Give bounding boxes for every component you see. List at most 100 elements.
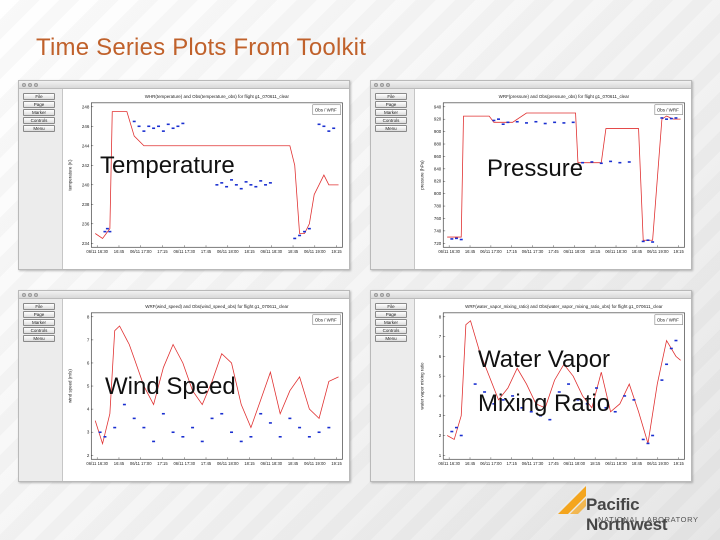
logo-line2: NATIONAL LABORATORY: [598, 515, 699, 524]
y-tick-label: 8: [439, 314, 442, 319]
minimize-window-icon[interactable]: [380, 83, 384, 87]
y-tick-label: 4: [439, 393, 442, 398]
sidebar-button-marker[interactable]: Marker: [23, 109, 55, 116]
minimize-window-icon[interactable]: [28, 293, 32, 297]
obs-data-point: [669, 117, 673, 120]
sidebar-button-marker[interactable]: Marker: [23, 319, 55, 326]
obs-data-point: [230, 179, 234, 181]
pressure-chart: WRF(pressure) and Obs(pressure_obs) for …: [419, 94, 685, 254]
x-tick-label: 06/11 18:00: [217, 461, 239, 466]
sidebar-button-file[interactable]: File: [375, 93, 407, 100]
x-tick-label: 06/11 19:00: [304, 461, 326, 466]
obs-data-point: [161, 412, 165, 415]
y-tick-label: 760: [434, 216, 442, 221]
y-tick-label: 2: [439, 433, 442, 438]
x-tick-label: 16:45: [465, 249, 476, 254]
temperature-window[interactable]: File Page Marker Controls Menu WHR(temperatur…: [18, 80, 350, 270]
obs-data-point: [604, 407, 608, 409]
obs-data-point: [105, 227, 109, 230]
wrf-series-line: [95, 111, 339, 239]
zoom-window-icon[interactable]: [386, 83, 390, 87]
window-titlebar[interactable]: [371, 291, 691, 299]
pressure-window[interactable]: File Page Marker Controls Menu WRF(pressure) …: [370, 80, 692, 270]
plot-frame: [442, 312, 685, 460]
obs-data-point: [455, 237, 458, 240]
obs-data-point: [501, 399, 505, 401]
y-tick-label: 820: [434, 179, 442, 184]
plot-frame: [90, 102, 343, 248]
sidebar-button-file[interactable]: File: [23, 303, 55, 310]
wind-window[interactable]: File Page Marker Controls Menu WRF(wind_speed…: [18, 290, 350, 482]
sidebar-button-file[interactable]: File: [375, 303, 407, 310]
sidebar-button-controls[interactable]: Controls: [23, 117, 55, 124]
window-titlebar[interactable]: [19, 81, 349, 89]
obs-data-point: [483, 391, 487, 393]
obs-data-point: [651, 241, 655, 243]
zoom-window-icon[interactable]: [386, 293, 390, 297]
close-window-icon[interactable]: [374, 83, 378, 87]
window-titlebar[interactable]: [19, 291, 349, 299]
minimize-window-icon[interactable]: [380, 293, 384, 297]
zoom-window-icon[interactable]: [34, 83, 38, 87]
wrf-series-line: [447, 112, 681, 241]
sidebar-button-page[interactable]: Page: [375, 311, 407, 318]
sidebar-button-page[interactable]: Page: [23, 311, 55, 318]
obs-data-point: [515, 120, 519, 123]
wind-overlay-label: Wind Speed: [105, 373, 236, 400]
obs-data-point: [307, 435, 311, 438]
temperature-plot: WHR(temperature) and Obs(temperature_obs…: [65, 89, 349, 269]
close-window-icon[interactable]: [22, 293, 26, 297]
wrf-series-line: [446, 320, 681, 444]
sidebar-button-controls[interactable]: Controls: [375, 327, 407, 334]
obs-data-point: [665, 363, 669, 366]
obs-data-point: [632, 399, 636, 401]
minimize-window-icon[interactable]: [28, 83, 32, 87]
obs-data-point: [264, 184, 268, 186]
obs-data-point: [613, 410, 617, 413]
obs-data-point: [171, 431, 175, 434]
x-tick-label: 19:15: [331, 249, 342, 254]
sidebar-buttons: File Page Marker Controls Menu: [19, 89, 62, 136]
zoom-window-icon[interactable]: [34, 293, 38, 297]
sidebar-button-menu[interactable]: Menu: [23, 335, 55, 342]
obs-data-point: [627, 161, 631, 163]
sidebar-buttons: File Page Marker Controls Menu: [371, 299, 414, 346]
y-tick-label: 7: [87, 337, 90, 342]
x-tick-label: 18:45: [288, 249, 299, 254]
obs-data-point: [674, 117, 678, 119]
obs-data-point: [492, 403, 496, 405]
obs-data-point: [641, 240, 645, 243]
plot-frame: [90, 312, 343, 460]
x-tick-label: 17:15: [507, 461, 518, 466]
x-tick-label: 16:45: [465, 461, 476, 466]
window-titlebar[interactable]: [371, 81, 691, 89]
x-tick-label: 17:45: [201, 249, 212, 254]
slide-title: Time Series Plots From Toolkit: [36, 34, 367, 61]
x-tick-label: 18:45: [288, 461, 299, 466]
toolkit-sidebar: File Page Marker Controls Menu: [371, 299, 415, 481]
sidebar-button-file[interactable]: File: [23, 93, 55, 100]
obs-data-point: [137, 125, 141, 128]
x-tick-label: 06/11 16:30: [86, 249, 108, 254]
sidebar-button-menu[interactable]: Menu: [375, 335, 407, 342]
sidebar-button-menu[interactable]: Menu: [23, 125, 55, 132]
obs-data-point: [651, 434, 655, 437]
y-tick-label: 6: [87, 360, 90, 365]
obs-data-point: [450, 238, 454, 240]
close-window-icon[interactable]: [374, 293, 378, 297]
obs-data-point: [595, 387, 599, 389]
sidebar-button-menu[interactable]: Menu: [375, 125, 407, 132]
sidebar-button-controls[interactable]: Controls: [23, 327, 55, 334]
window-controls: [374, 293, 390, 297]
sidebar-button-marker[interactable]: Marker: [375, 319, 407, 326]
water-window[interactable]: File Page Marker Controls Menu WRF(water_vapo…: [370, 290, 692, 482]
sidebar-button-page[interactable]: Page: [375, 101, 407, 108]
close-window-icon[interactable]: [22, 83, 26, 87]
toolkit-sidebar: File Page Marker Controls Menu: [19, 299, 63, 481]
legend-text: Obs / WRF: [657, 107, 679, 112]
sidebar-button-controls[interactable]: Controls: [375, 117, 407, 124]
legend-text: Obs / WRF: [315, 317, 337, 322]
sidebar-button-marker[interactable]: Marker: [375, 109, 407, 116]
sidebar-button-page[interactable]: Page: [23, 101, 55, 108]
obs-data-point: [293, 237, 297, 240]
